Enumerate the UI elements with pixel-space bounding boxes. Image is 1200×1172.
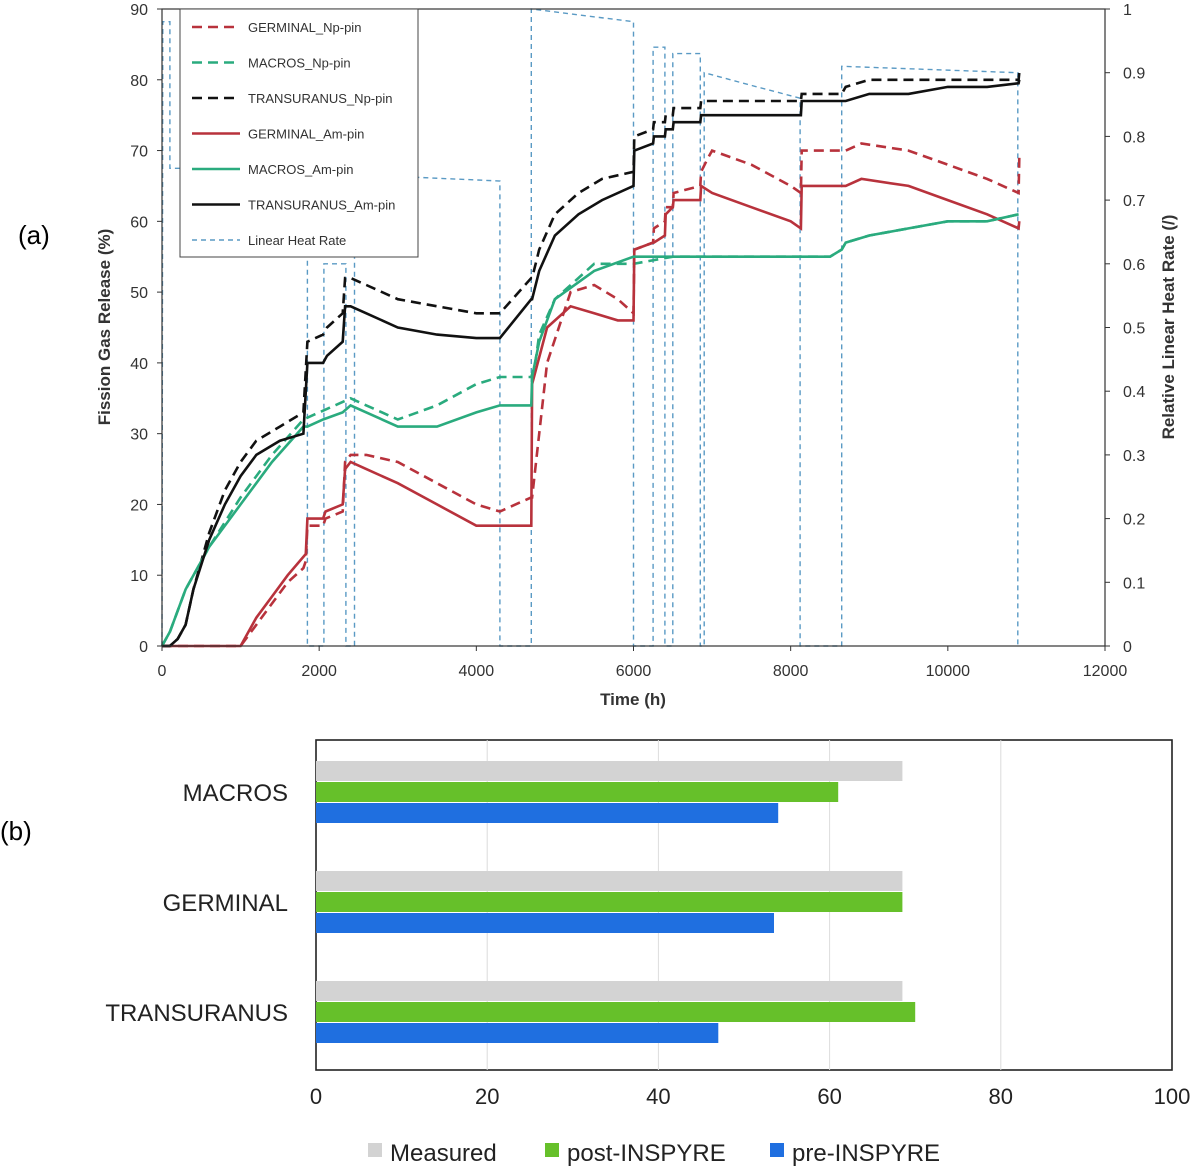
b-x-tick-label: 60 [817,1084,841,1109]
legend-a-label: TRANSURANUS_Am-pin [248,198,395,213]
category-label: GERMINAL [163,890,288,917]
panel-label-a: (a) [18,220,50,250]
legend-b-swatch [368,1143,382,1157]
value-axis: 0 20 40 60 80 100 [310,1084,1190,1109]
bar-chart: MACROS GERMINAL TRANSURANUS 0 20 40 60 80 100 M… [105,739,1190,1167]
x-tick-label: 8000 [773,663,809,680]
series-line-transuranus-np-pin [162,72,1021,648]
y2-tick-label: 0.8 [1123,129,1145,146]
bars-layer [316,761,916,1043]
panel-label-b: (b) [0,816,32,846]
bar-germinal-pre-inspyre [316,913,774,933]
b-x-tick-label: 100 [1154,1084,1191,1109]
y-tick-label: 20 [130,497,148,514]
x-tick-label: 6000 [616,663,652,680]
y2-tick-label: 0.9 [1123,66,1145,83]
bar-transuranus-measured [316,981,903,1001]
y-tick-label: 50 [130,285,148,302]
bar-germinal-post-inspyre [316,892,903,912]
legend-b-label: Measured [390,1140,497,1167]
y-tick-label: 70 [130,144,148,161]
series-line-germinal-am-pin [162,177,1021,648]
legend-a-label: Linear Heat Rate [248,233,346,248]
y2-tick-label: 0.1 [1123,575,1145,592]
legend-b-label: post-INSPYRE [567,1140,726,1167]
category-label: TRANSURANUS [105,1000,288,1027]
legend-b-swatch [545,1143,559,1157]
series-line-macros-am-pin [160,213,1019,647]
legend-b-label: pre-INSPYRE [792,1140,940,1167]
fgr-series-layer [160,72,1021,648]
y2-tick-label: 0.7 [1123,193,1145,210]
y2-tick-label: 0.5 [1123,321,1145,338]
category-axis: MACROS GERMINAL TRANSURANUS [105,780,288,1027]
bar-macros-pre-inspyre [316,803,779,823]
category-label: MACROS [183,780,288,807]
y-tick-label: 90 [130,2,148,19]
y2-tick-label: 0 [1123,639,1132,656]
legend-b: Measured post-INSPYRE pre-INSPYRE [368,1140,940,1167]
y2-tick-label: 0.4 [1123,384,1145,401]
y2-tick-label: 0.3 [1123,448,1145,465]
legend-b-swatch [770,1143,784,1157]
y-tick-label: 80 [130,73,148,90]
bar-transuranus-pre-inspyre [316,1023,719,1043]
y-tick-label: 10 [130,568,148,585]
legend-a-label: GERMINAL_Np-pin [248,20,361,35]
x-axis-title: Time (h) [600,690,666,709]
x-tick-label: 4000 [459,663,495,680]
y2-axis-title: Relative Linear Heat Rate (/) [1159,215,1178,440]
x-tick-label: 12000 [1083,663,1128,680]
y-tick-label: 60 [130,214,148,231]
y2-tick-label: 0.6 [1123,257,1145,274]
b-x-tick-label: 20 [475,1084,499,1109]
legend-a-label: GERMINAL_Am-pin [248,127,364,142]
bar-germinal-measured [316,871,903,891]
x-tick-label: 0 [158,663,167,680]
bar-transuranus-post-inspyre [316,1002,916,1022]
y-tick-label: 40 [130,356,148,373]
legend-a-label: MACROS_Np-pin [248,56,351,71]
x-axis: 0 2000 4000 6000 8000 10000 12000 [158,646,1128,680]
bar-macros-post-inspyre [316,782,839,802]
b-x-tick-label: 40 [646,1084,670,1109]
x-tick-label: 10000 [926,663,971,680]
y2-tick-label: 1 [1123,2,1132,19]
y-tick-label: 30 [130,427,148,444]
legend-a-label: MACROS_Am-pin [248,162,353,177]
y-tick-label: 0 [139,639,148,656]
x-tick-label: 2000 [301,663,337,680]
y-axis-left: 0 10 20 30 40 50 60 70 80 90 [130,2,162,656]
y2-tick-label: 0.2 [1123,512,1145,529]
y-axis-title: Fission Gas Release (%) [95,229,114,426]
y-axis-right: 0 0.1 0.2 0.3 0.4 0.5 0.6 0.7 0.8 0.9 1 [1105,2,1145,656]
b-x-tick-label: 80 [989,1084,1013,1109]
legend-a: GERMINAL_Np-pin MACROS_Np-pin TRANSURANUS_… [179,8,419,258]
bar-macros-measured [316,761,903,781]
b-x-tick-label: 0 [310,1084,322,1109]
series-line-transuranus-am-pin [162,79,1021,648]
legend-a-label: TRANSURANUS_Np-pin [248,91,392,106]
